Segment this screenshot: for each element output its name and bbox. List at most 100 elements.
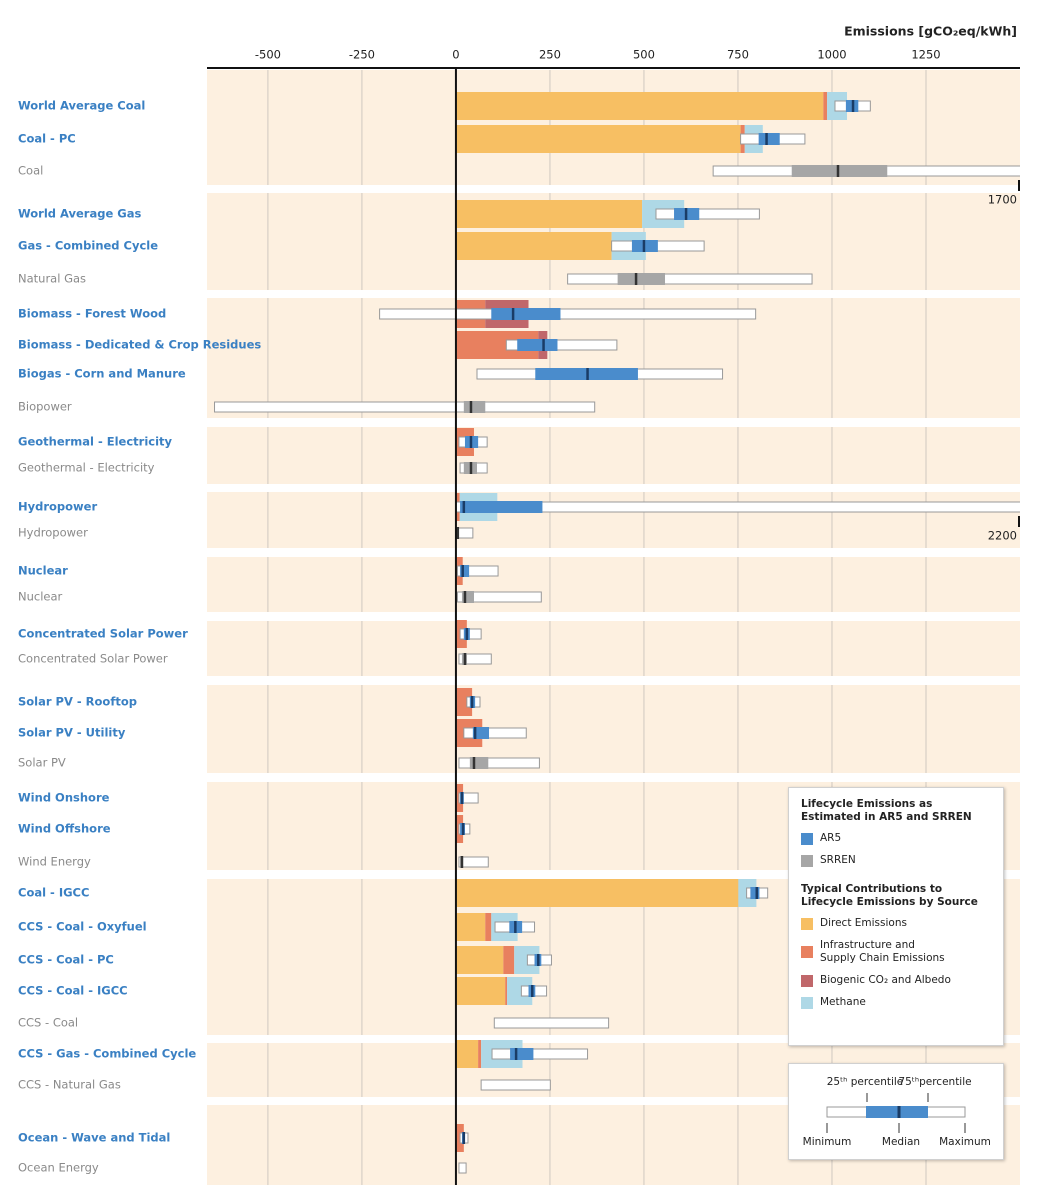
key-label: Maximum bbox=[939, 1136, 991, 1148]
legend-swatch bbox=[801, 832, 813, 845]
panel bbox=[207, 427, 1020, 484]
range-box bbox=[456, 565, 499, 577]
legend-label: Methane bbox=[820, 996, 866, 1008]
key-label: 75ᵗʰpercentile bbox=[898, 1076, 971, 1088]
legend-label: Biogenic CO₂ and Albedo bbox=[820, 974, 951, 986]
legend-swatch bbox=[801, 854, 813, 867]
row-label: CCS - Gas - Combined Cycle bbox=[18, 1047, 196, 1061]
marks bbox=[214, 92, 1020, 1174]
row-label: Biogas - Corn and Manure bbox=[18, 367, 186, 381]
legend-swatch bbox=[801, 974, 813, 987]
row-label: Wind Energy bbox=[18, 855, 91, 869]
legend-title: Lifecycle Emissions as Estimated in AR5 … bbox=[801, 798, 972, 823]
iqr-box bbox=[460, 501, 543, 513]
legend-item: Biogenic CO₂ and Albedo bbox=[801, 974, 991, 987]
legend-label: AR5 bbox=[820, 832, 842, 844]
row-label: World Average Coal bbox=[18, 99, 145, 113]
range-box bbox=[480, 1079, 551, 1091]
legend-swatch bbox=[801, 946, 813, 958]
x-tick-label: 1000 bbox=[817, 48, 846, 62]
legend-swatch bbox=[801, 996, 813, 1009]
row-label: CCS - Coal - IGCC bbox=[18, 984, 128, 998]
legend-label: Infrastructure and Supply Chain Emission… bbox=[820, 939, 945, 964]
row-label: Geothermal - Electricity bbox=[18, 461, 155, 475]
range-box bbox=[567, 273, 813, 285]
row-label: Hydropower bbox=[18, 526, 88, 540]
x-tick-label: 250 bbox=[539, 48, 561, 62]
iqr-box bbox=[791, 165, 888, 177]
range-box bbox=[458, 653, 492, 665]
iqr-box bbox=[510, 1048, 534, 1060]
overflow-label: 1700 bbox=[988, 193, 1017, 207]
panels bbox=[207, 70, 1020, 1185]
panel bbox=[207, 621, 1020, 676]
range-box bbox=[505, 339, 618, 351]
row-label: Natural Gas bbox=[18, 272, 86, 286]
contribution-bar bbox=[455, 125, 741, 153]
row-label: Nuclear bbox=[18, 590, 63, 604]
row-label: CCS - Coal - Oxyfuel bbox=[18, 920, 147, 934]
range-box bbox=[463, 727, 527, 739]
x-tick-label: -250 bbox=[349, 48, 375, 62]
contribution-bar bbox=[823, 92, 828, 120]
overlay: -500 -250 0 250 500 750 1000 1250 World Average … bbox=[18, 48, 1020, 1185]
row-label: Gas - Combined Cycle bbox=[18, 239, 158, 253]
iqr-box bbox=[750, 887, 760, 899]
percentile-key: 25ᵗʰ percentile 75ᵗʰpercentile Minimum M… bbox=[788, 1063, 1004, 1160]
row-label: CCS - Coal - PC bbox=[18, 953, 114, 967]
range-box bbox=[491, 1048, 589, 1060]
x-tick-label: 750 bbox=[727, 48, 749, 62]
legend-item: SRREN bbox=[801, 854, 991, 867]
range-box bbox=[455, 501, 1020, 513]
key-diagram: 25ᵗʰ percentile 75ᵗʰpercentile Minimum M… bbox=[803, 1076, 991, 1148]
contribution-bar bbox=[455, 1040, 479, 1068]
x-tick-label: -500 bbox=[255, 48, 281, 62]
row-label: Ocean - Wave and Tidal bbox=[18, 1131, 170, 1145]
row-label: Biomass - Forest Wood bbox=[18, 307, 166, 321]
range-box bbox=[458, 856, 489, 868]
x-tick-label: 0 bbox=[452, 48, 459, 62]
key-label: Minimum bbox=[803, 1136, 852, 1148]
key-iqr bbox=[866, 1106, 928, 1118]
row-label: Hydropower bbox=[18, 500, 97, 514]
contribution-bar bbox=[455, 92, 824, 120]
row-label: Nuclear bbox=[18, 564, 68, 578]
row-label: Coal - IGCC bbox=[18, 886, 89, 900]
row-label: Concentrated Solar Power bbox=[18, 627, 188, 641]
legend-item: Infrastructure and Supply Chain Emission… bbox=[801, 939, 991, 965]
legend-title: Typical Contributions to Lifecycle Emiss… bbox=[801, 883, 978, 908]
contribution-bar bbox=[455, 688, 473, 716]
row-label: Concentrated Solar Power bbox=[18, 652, 168, 666]
range-box bbox=[214, 401, 596, 413]
legend-label: SRREN bbox=[820, 854, 856, 866]
contribution-bar bbox=[455, 977, 506, 1005]
key-label: Median bbox=[882, 1136, 920, 1148]
iqr-box bbox=[469, 757, 489, 769]
contribution-bar bbox=[478, 1040, 482, 1068]
x-tick-label: 1250 bbox=[911, 48, 940, 62]
row-label: Wind Onshore bbox=[18, 791, 110, 805]
iqr-box bbox=[460, 565, 470, 577]
range-box bbox=[379, 308, 757, 320]
row-label: Ocean Energy bbox=[18, 1161, 99, 1175]
legend-swatch bbox=[801, 917, 813, 930]
iqr-box bbox=[617, 273, 666, 285]
legend-item: Methane bbox=[801, 996, 991, 1009]
range-box bbox=[493, 1017, 610, 1029]
axis-title: Emissions [gCO₂eq/kWh] bbox=[844, 24, 1017, 39]
contribution-bar bbox=[455, 946, 504, 974]
contribution-bar bbox=[455, 200, 643, 228]
contribution-bar bbox=[485, 913, 492, 941]
range-box bbox=[459, 628, 482, 640]
iqr-box bbox=[472, 727, 490, 739]
range-box bbox=[456, 591, 542, 603]
legend: Lifecycle Emissions as Estimated in AR5 … bbox=[788, 787, 1004, 1046]
row-label: Solar PV - Utility bbox=[18, 726, 126, 740]
iqr-box bbox=[463, 401, 486, 413]
range-box bbox=[458, 757, 540, 769]
contribution-bar bbox=[505, 977, 508, 1005]
row-label: Biomass - Dedicated & Crop Residues bbox=[18, 338, 261, 352]
contribution-bar bbox=[455, 913, 486, 941]
row-label: World Average Gas bbox=[18, 207, 141, 221]
